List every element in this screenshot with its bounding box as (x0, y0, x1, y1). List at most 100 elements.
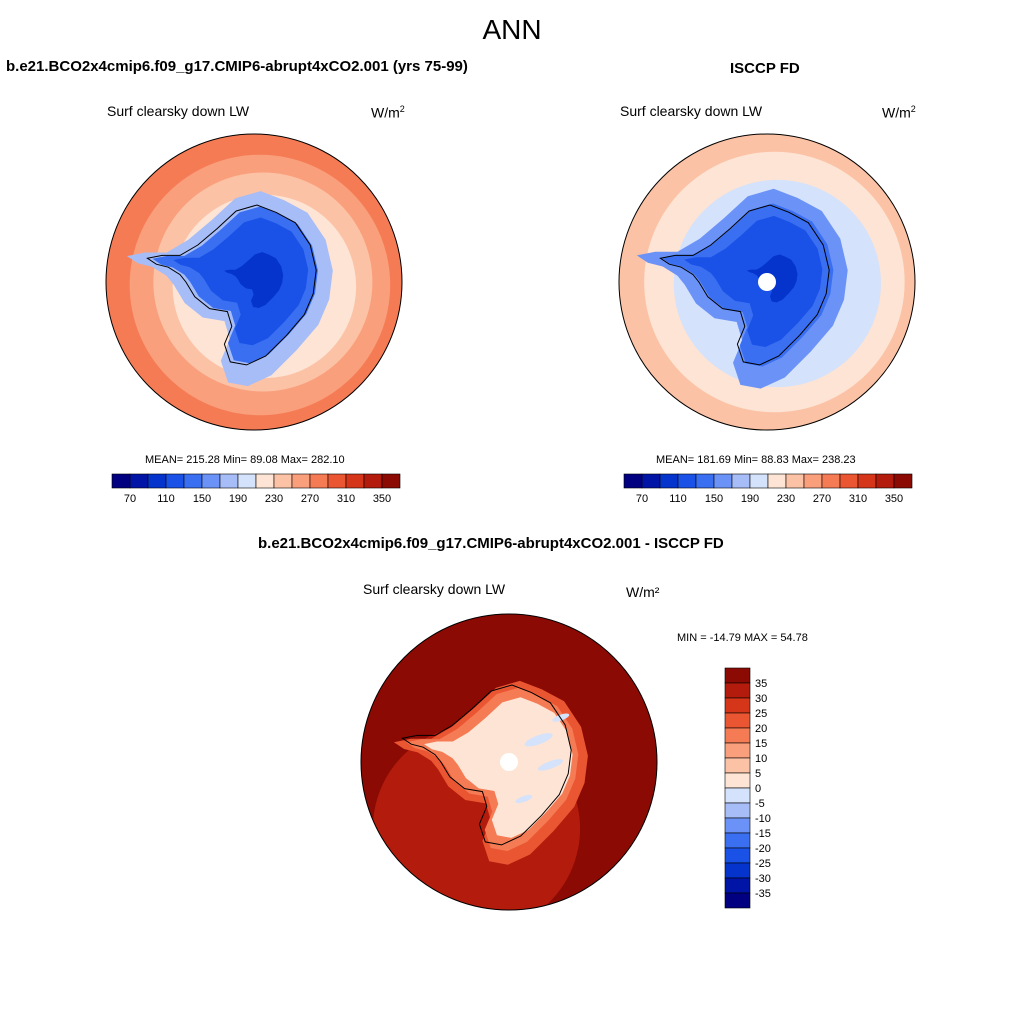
colorbar-tick-label: -25 (755, 858, 771, 870)
colorbar-swatch (724, 817, 751, 834)
colorbar-swatch (219, 473, 239, 489)
colorbar-swatch (821, 473, 841, 489)
colorbar-swatch (724, 892, 751, 909)
colorbar-swatch (309, 473, 329, 489)
colorbar-swatch (273, 473, 293, 489)
missing-data-pole (758, 273, 776, 291)
colorbar-tick-label: 15 (755, 738, 767, 750)
colorbar-tick-label: 110 (157, 493, 175, 505)
colorbar-tick-label: 190 (229, 493, 247, 505)
colorbar-tick-label: 350 (885, 493, 903, 505)
colorbar-swatch (713, 473, 733, 489)
map-model (106, 134, 402, 430)
panel2-variable-label: Surf clearsky down LW (620, 103, 763, 119)
colorbar-swatch (724, 742, 751, 759)
panel1-title: b.e21.BCO2x4cmip6.f09_g17.CMIP6-abrupt4x… (6, 58, 468, 75)
coastline (146, 204, 317, 366)
contour-band-110 (684, 215, 823, 347)
colorbar-tick-label: 20 (755, 723, 767, 735)
colorbar-swatch (345, 473, 365, 489)
colorbar-swatch (724, 787, 751, 804)
colorbar-tick-label: 350 (373, 493, 391, 505)
colorbar-swatch (724, 682, 751, 699)
contour-band-2 (424, 697, 573, 838)
colorbar-swatch (724, 757, 751, 774)
panel3-title: b.e21.BCO2x4cmip6.f09_g17.CMIP6-abrupt4x… (258, 535, 724, 552)
map-difference (361, 614, 657, 910)
colorbar-swatch (111, 473, 131, 489)
colorbar-swatch (731, 473, 751, 489)
colorbar-swatch (677, 473, 697, 489)
colorbar-tick-label: 190 (741, 493, 759, 505)
colorbar-swatch (875, 473, 895, 489)
map-border-2 (618, 133, 916, 431)
contour-band-negative (524, 733, 553, 747)
colorbar-swatch (724, 862, 751, 879)
colorbar-swatch (363, 473, 383, 489)
colorbar-swatch (237, 473, 257, 489)
colorbar-tick-label: 310 (337, 493, 355, 505)
colorbar-swatch (724, 802, 751, 819)
panel2-stats: MEAN= 181.69 Min= 88.83 Max= 238.23 (656, 454, 856, 466)
colorbar-tick-label: 230 (777, 493, 795, 505)
colorbar-swatch (803, 473, 823, 489)
colorbar-swatch (724, 847, 751, 864)
colorbar-swatch (724, 667, 751, 684)
colorbar-tick-label: 230 (265, 493, 283, 505)
colorbar-swatch (641, 473, 661, 489)
colorbar-tick-label: -5 (755, 798, 765, 810)
colorbar-tick-label: -20 (755, 843, 771, 855)
colorbar-swatch (724, 877, 751, 894)
colorbar-swatch (255, 473, 275, 489)
colorbar-tick-label: 5 (755, 768, 761, 780)
colorbar-swatch (724, 727, 751, 744)
colorbar-difference: 35 30 25 20 15 10 5 0 -5 -10 -15 -20 -25 -30 -35 (724, 667, 771, 909)
colorbar-tick-label: 310 (849, 493, 867, 505)
contour-band-95 (224, 252, 284, 308)
colorbar-swatch (129, 473, 149, 489)
colorbar-tick-label: 70 (636, 493, 648, 505)
colorbar-swatch (327, 473, 347, 489)
colorbar-swatch (893, 473, 913, 489)
colorbar-swatch (291, 473, 311, 489)
panel3-variable-label: Surf clearsky down LW (363, 581, 506, 597)
colorbar-swatch (695, 473, 715, 489)
colorbar-tick-label: 150 (193, 493, 211, 505)
colorbar-tick-label: 25 (755, 708, 767, 720)
panel1-variable-label: Surf clearsky down LW (107, 103, 250, 119)
colorbar-swatch (724, 697, 751, 714)
colorbar-swatch (724, 832, 751, 849)
colorbar-swatch (623, 473, 643, 489)
colorbar-swatch (183, 473, 203, 489)
colorbar-tick-label: -35 (755, 888, 771, 900)
page-title: ANN (482, 14, 542, 45)
colorbar-swatch (724, 772, 751, 789)
colorbar-tick-label: -30 (755, 873, 771, 885)
coastline (401, 684, 572, 846)
colorbar-tick-label: 10 (755, 753, 767, 765)
colorbar-swatch (201, 473, 221, 489)
colorbar-swatch (839, 473, 859, 489)
panel1-units: W/m2 (371, 104, 405, 121)
panel3-units: W/m² (626, 584, 660, 600)
colorbar-swatch (724, 712, 751, 729)
contour-band-negative (537, 759, 564, 771)
colorbar-swatch (165, 473, 185, 489)
map-border-3 (360, 613, 658, 911)
map-border-1 (105, 133, 403, 431)
colorbar-swatch (749, 473, 769, 489)
colorbar-tick-label: -15 (755, 828, 771, 840)
missing-data-pole (500, 753, 518, 771)
colorbar-tick-label: 30 (755, 693, 767, 705)
contour-band-negative (515, 794, 533, 804)
colorbar-tick-label: 150 (705, 493, 723, 505)
colorbar-tick-label: 0 (755, 783, 761, 795)
panel1-stats: MEAN= 215.28 Min= 89.08 Max= 282.10 (145, 454, 345, 466)
colorbar-swatch (147, 473, 167, 489)
colorbar-observations: 70 110 150 190 230 270 310 350 (623, 473, 913, 505)
colorbar-swatch (659, 473, 679, 489)
colorbar-tick-label: 270 (301, 493, 319, 505)
coastline (659, 204, 830, 366)
panel2-units: W/m2 (882, 104, 916, 121)
